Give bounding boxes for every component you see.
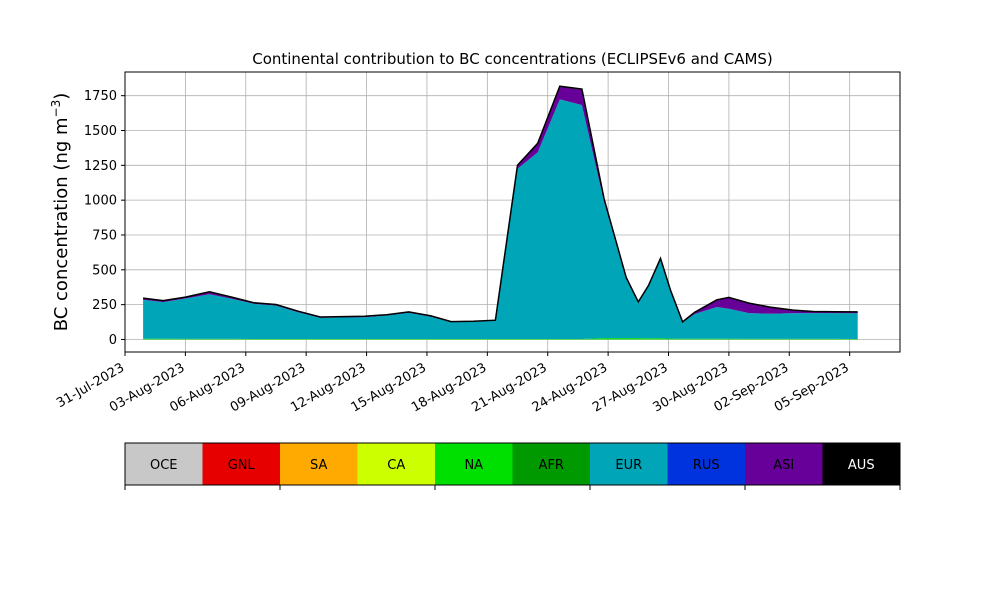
colorbar-label-rus: RUS	[693, 458, 720, 473]
colorbar-label-oce: OCE	[150, 458, 178, 473]
colorbar-label-sa: SA	[310, 458, 327, 473]
colorbar-frame	[124, 442, 901, 486]
chart-title: Continental contribution to BC concentra…	[252, 50, 773, 68]
y-tick-label: 1500	[84, 124, 117, 139]
y-tick-label: 0	[109, 333, 117, 348]
colorbar-swatch-aus	[822, 443, 900, 485]
y-axis-label: BC concentration (ng m−3)	[49, 93, 72, 332]
colorbar-label-aus: AUS	[848, 458, 875, 473]
colorbar-swatch-gnl	[202, 443, 280, 485]
y-tick-label: 1000	[84, 194, 117, 209]
colorbar-label-afr: AFR	[539, 458, 564, 473]
colorbar-swatch-sa	[280, 443, 358, 485]
series-area-na	[143, 338, 858, 340]
y-tick-label: 1750	[84, 89, 117, 104]
colorbar-label-gnl: GNL	[228, 458, 256, 473]
colorbar-swatch-na	[435, 443, 513, 485]
y-tick-label: 1250	[84, 159, 117, 174]
colorbar-swatch-rus	[667, 443, 745, 485]
y-tick-label: 750	[92, 228, 117, 243]
colorbar-swatch-eur	[590, 443, 668, 485]
y-tick-label: 250	[92, 298, 117, 313]
colorbar-label-asi: ASI	[773, 458, 794, 473]
colorbar-swatch-afr	[512, 443, 590, 485]
colorbar-swatch-ca	[357, 443, 435, 485]
colorbar-label-ca: CA	[387, 458, 405, 473]
colorbar-label-na: NA	[464, 458, 483, 473]
total-outline	[143, 85, 858, 324]
y-tick-label: 500	[92, 263, 117, 278]
colorbar-swatch-asi	[745, 443, 823, 485]
plot-frame	[124, 71, 901, 353]
colorbar-swatch-oce	[125, 443, 203, 485]
colorbar-label-eur: EUR	[615, 458, 642, 473]
series-area-eur	[143, 99, 858, 340]
